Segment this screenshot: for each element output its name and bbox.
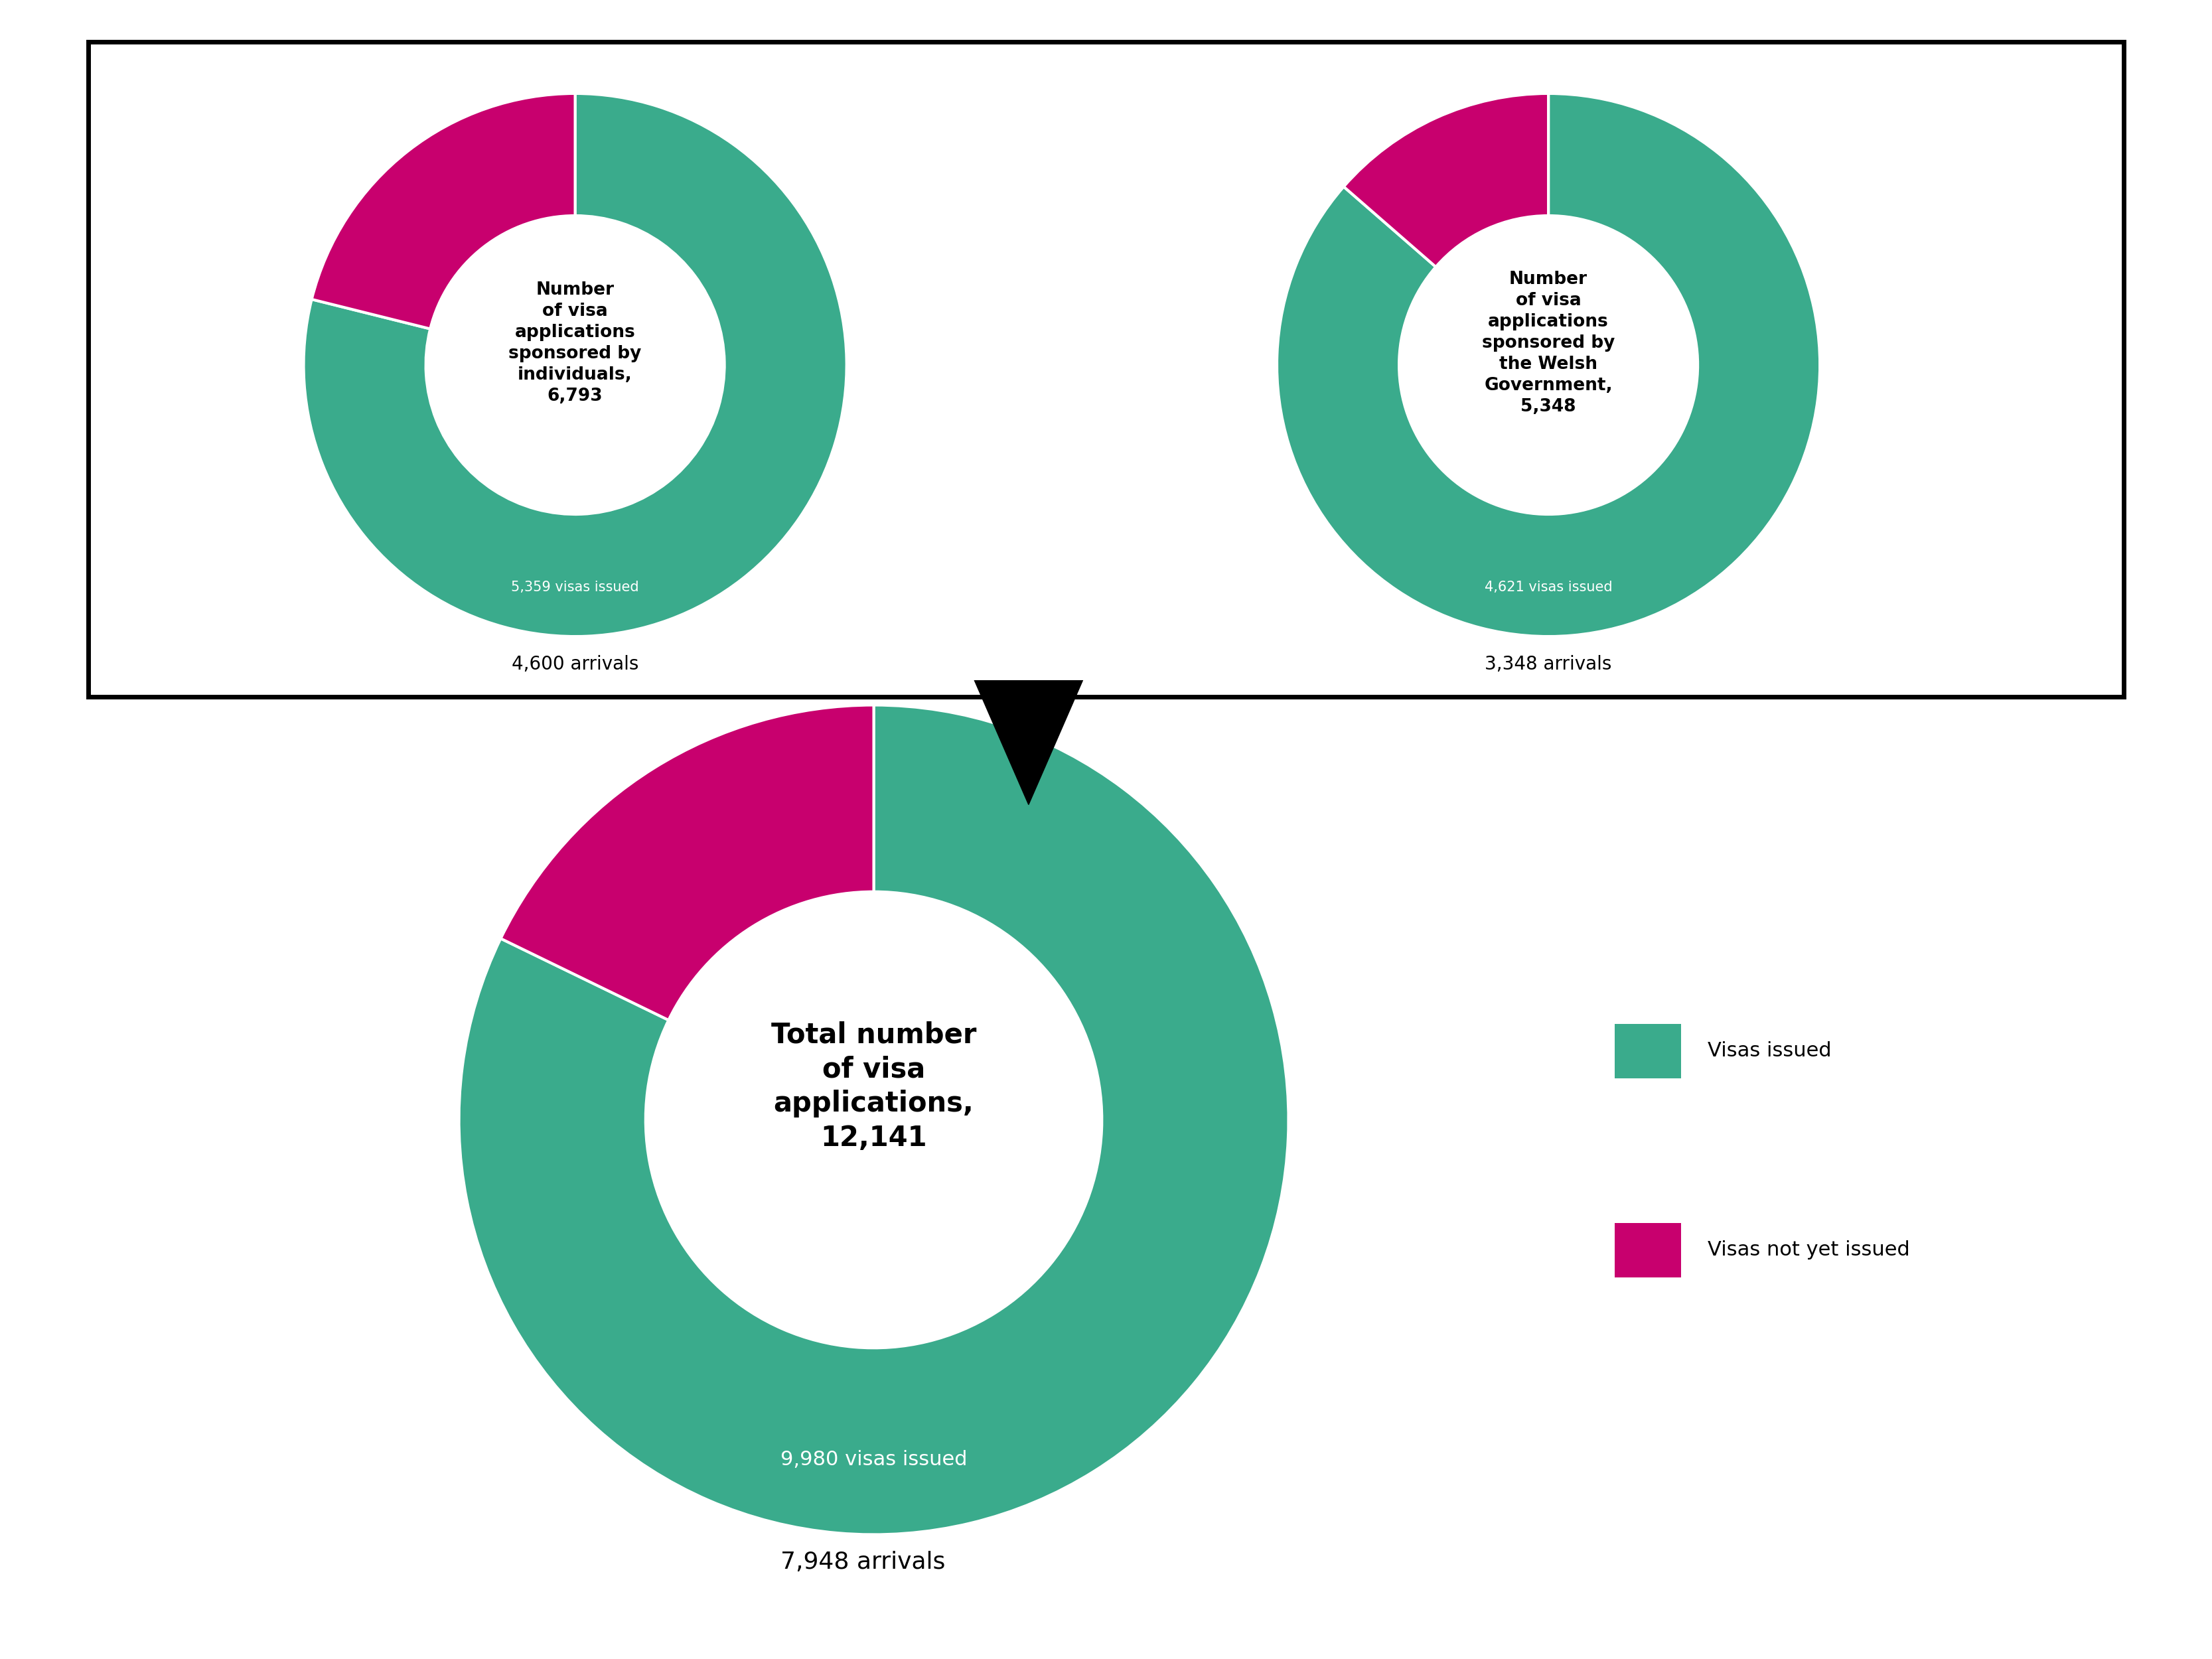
Text: 3,348 arrivals: 3,348 arrivals	[1484, 655, 1613, 674]
Polygon shape	[975, 680, 1084, 805]
Text: Number
of visa
applications
sponsored by
individuals,
6,793: Number of visa applications sponsored by…	[509, 282, 641, 405]
Text: Total number
of visa
applications,
12,141: Total number of visa applications, 12,14…	[772, 1020, 975, 1153]
Text: 7,948 arrivals: 7,948 arrivals	[781, 1551, 945, 1574]
Wedge shape	[1276, 93, 1820, 637]
Wedge shape	[1343, 93, 1548, 267]
Wedge shape	[303, 93, 847, 637]
Text: Number
of visa
applications
sponsored by
the Welsh
Government,
5,348: Number of visa applications sponsored by…	[1482, 270, 1615, 416]
Text: 5,359 visas issued: 5,359 visas issued	[511, 581, 639, 594]
Text: 4,621 visas issued: 4,621 visas issued	[1484, 581, 1613, 594]
Text: Visas issued: Visas issued	[1708, 1042, 1832, 1060]
Wedge shape	[312, 93, 575, 328]
Wedge shape	[458, 705, 1290, 1535]
Text: 4,600 arrivals: 4,600 arrivals	[511, 655, 639, 674]
Text: 9,980 visas issued: 9,980 visas issued	[781, 1450, 967, 1470]
Text: Visas not yet issued: Visas not yet issued	[1708, 1241, 1909, 1259]
Wedge shape	[500, 705, 874, 1020]
